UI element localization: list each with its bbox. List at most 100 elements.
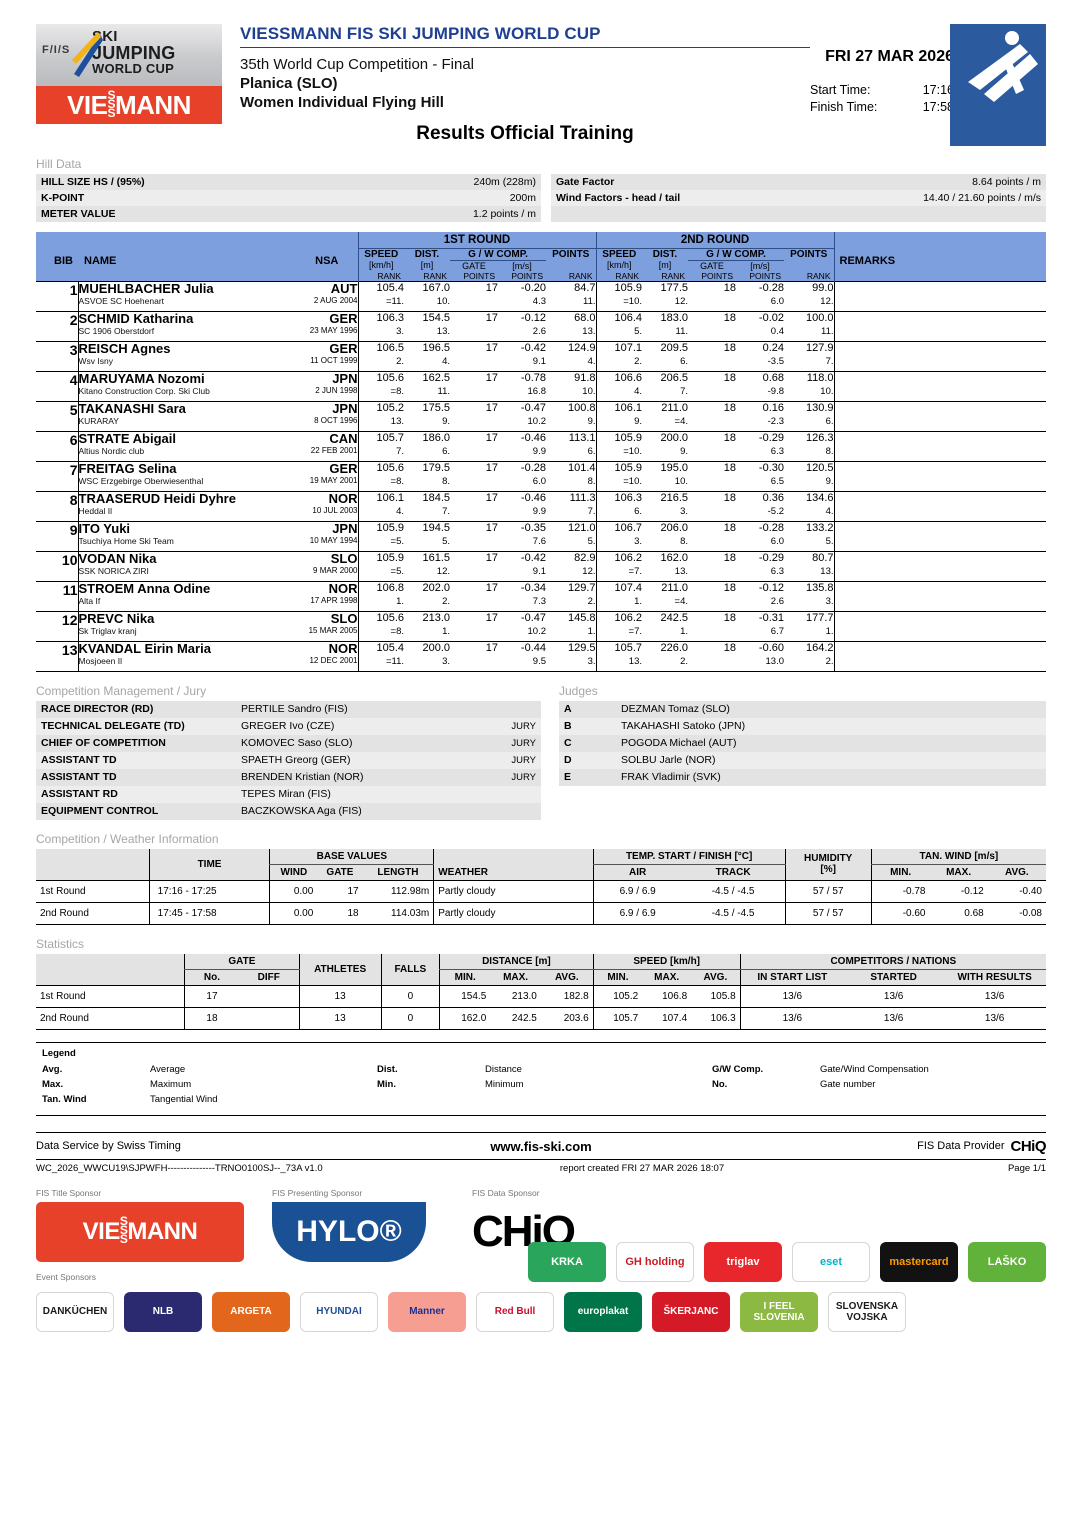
- weather-row: 2nd Round 17:45 - 17:58 0.00 18 114.03m …: [36, 901, 1046, 925]
- r1-points-blank: [546, 260, 596, 271]
- result-cell: 17: [450, 280, 498, 312]
- table-row: 8 TRAASERUD Heidi Dyhre Heddal Il NOR 10…: [36, 491, 1046, 522]
- jury-row: ASSISTANT TD BRENDEN Kristian (NOR) JURY: [36, 768, 541, 786]
- result-cell: 18: [688, 461, 736, 492]
- legend-value: Maximum: [150, 1078, 192, 1090]
- value-primary: 209.5: [660, 341, 688, 354]
- result-cell: 206.5 7.: [642, 371, 688, 402]
- value-rank: 11.: [675, 325, 688, 337]
- nsa-code: AUT: [330, 280, 358, 296]
- name-header-cell: NAME: [78, 232, 300, 271]
- athlete-dob: 11 OCT 1999: [310, 355, 358, 365]
- athlete-dob: 19 MAY 2001: [309, 475, 358, 485]
- bib-number: 10: [36, 551, 79, 582]
- value-primary: 200.0: [422, 641, 450, 654]
- jury-role: ASSISTANT TD: [41, 754, 117, 766]
- result-cell: 129.5 3.: [546, 641, 596, 672]
- weather-time-header: TIME: [148, 848, 270, 880]
- result-cell: 18: [688, 551, 736, 582]
- r2-points-header: POINTS: [784, 248, 834, 260]
- jury-tag: [479, 786, 541, 803]
- stats-s-max: 107.4: [642, 1006, 692, 1030]
- r1-points-rank-label: RANK: [546, 270, 596, 281]
- stats-falls: 0: [380, 984, 440, 1007]
- weather-round: 1st Round: [36, 879, 150, 902]
- value-primary: 17: [485, 641, 498, 654]
- legend-key: No.: [712, 1078, 728, 1090]
- footer-primary: Data Service by Swiss Timing www.fis-ski…: [36, 1133, 1047, 1159]
- weather-section-title: Competition / Weather Information: [36, 831, 219, 846]
- value-rank: 2.: [587, 595, 596, 607]
- r1-points-header: POINTS: [546, 248, 596, 260]
- stats-athletes: 13: [298, 984, 382, 1007]
- statistics-section-title: Statistics: [36, 936, 85, 951]
- stats-s-min: 105.7: [592, 1006, 643, 1030]
- chiq-logo: CHiQ: [1010, 1137, 1047, 1155]
- remarks-cell: [833, 641, 1046, 672]
- value-primary: 18: [723, 311, 736, 324]
- value-rank: 1.: [396, 595, 404, 607]
- value-rank: 4.: [442, 355, 450, 367]
- value-primary: -0.44: [520, 641, 546, 654]
- value-rank: 10.: [436, 295, 450, 307]
- event-sponsors-row-2: DANKÜCHEN NLB ARGETA HYUNDAI Manner Red Bull e…: [36, 1291, 1046, 1332]
- jury-role: CHIEF OF COMPETITION: [41, 737, 166, 749]
- value-primary: -0.42: [520, 341, 546, 354]
- value-rank: 3.: [680, 505, 688, 517]
- bib-number: 4: [36, 371, 79, 402]
- value-primary: -0.47: [520, 611, 546, 624]
- result-cell: 179.5 8.: [404, 461, 450, 492]
- result-cell: 80.7 13.: [784, 551, 834, 582]
- result-cell: 106.2 =7.: [595, 551, 642, 582]
- result-cell: 0.68 -9.8: [736, 371, 784, 402]
- judge-row: A DEZMAN Tomaz (SLO): [559, 700, 1046, 718]
- value-primary: 18: [723, 551, 736, 564]
- result-cell: 105.6 =8.: [357, 611, 404, 642]
- legend-key: Max.: [42, 1078, 64, 1090]
- judges-section-title: Judges: [559, 683, 598, 698]
- jury-person: PERTILE Sandro (FIS): [241, 703, 348, 715]
- r2-speed-unit: [km/h]: [595, 260, 642, 271]
- judge-row: E FRAK Vladimir (SVK): [559, 768, 1046, 786]
- result-cell: 111.3 7.: [546, 491, 596, 522]
- judge-person: TAKAHASHI Satoko (JPN): [621, 720, 746, 732]
- value-primary: 68.0: [574, 311, 596, 324]
- fis-website-link[interactable]: www.fis-ski.com: [490, 1138, 592, 1154]
- base-values-header: BASE VALUES: [269, 848, 434, 865]
- result-cell: 105.9 =5.: [357, 521, 404, 552]
- value-primary: 105.9: [614, 461, 642, 474]
- value-primary: 17: [485, 401, 498, 414]
- result-cell: 106.2 =7.: [595, 611, 642, 642]
- footer-secondary: WC_2026_WWCU19\SJPWFH---------------TRNO…: [36, 1158, 1047, 1174]
- value-primary: 200.0: [660, 431, 688, 444]
- value-rank: 9.1: [532, 565, 546, 577]
- value-primary: -0.29: [758, 551, 784, 564]
- sponsor-logo: triglav: [704, 1241, 782, 1282]
- result-cell: 17: [450, 611, 498, 642]
- sponsor-logo: ŠKERJANC: [652, 1291, 730, 1332]
- athlete-dob: 2 AUG 2004: [313, 295, 358, 305]
- result-cell: 129.7 2.: [546, 581, 596, 612]
- value-rank: 3.: [634, 535, 642, 547]
- value-primary: 18: [723, 281, 736, 294]
- jury-tag: [479, 803, 541, 820]
- table-row: 6 STRATE Abigail Altius Nordic club CAN …: [36, 430, 1046, 462]
- value-rank: -3.5: [767, 355, 784, 367]
- value-rank: 8.: [587, 475, 596, 487]
- value-primary: 107.1: [614, 341, 642, 354]
- athlete-name: PREVC Nika: [78, 610, 155, 626]
- athlete-name: STRATE Abigail: [78, 430, 177, 446]
- stats-started: 13/6: [843, 984, 944, 1007]
- page-number: Page 1/1: [1007, 1162, 1047, 1174]
- r2-dist-rank-label: RANK: [642, 270, 688, 281]
- athlete-club: SC 1906 Oberstdorf: [78, 325, 155, 336]
- value-rank: 2.: [442, 595, 450, 607]
- value-primary: -0.29: [758, 431, 784, 444]
- result-cell: -0.29 6.3: [736, 431, 784, 462]
- value-primary: 17: [485, 551, 498, 564]
- table-row: K-POINT 200m Wind Factors - head / tail …: [36, 190, 1046, 206]
- legend-box: Legend Avg. Average Max. Maximum Tan. Wind…: [36, 1041, 1046, 1116]
- value-primary: 0.68: [762, 371, 784, 384]
- jury-tag: JURY: [511, 720, 536, 732]
